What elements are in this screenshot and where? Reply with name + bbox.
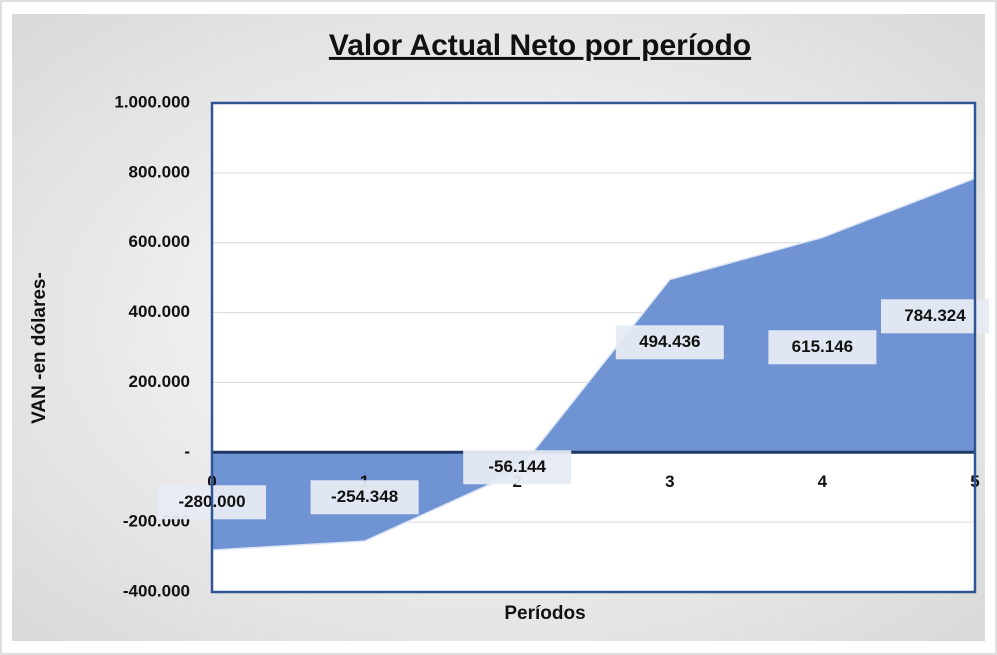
chart-title: Valor Actual Neto por período bbox=[329, 29, 751, 62]
data-label-box bbox=[310, 480, 419, 515]
x-tick-label: 4 bbox=[818, 472, 828, 491]
plot-border bbox=[210, 101, 977, 594]
area bbox=[212, 178, 975, 551]
y-tick-label: 600.000 bbox=[129, 232, 190, 251]
data-label-box bbox=[768, 330, 877, 365]
y-tick-label: - bbox=[184, 442, 190, 461]
area-edge bbox=[211, 177, 976, 551]
y-tick-label: 400.000 bbox=[129, 302, 190, 321]
data-label: -56.144 bbox=[488, 457, 546, 476]
data-label-box bbox=[615, 325, 724, 360]
x-tick-label: 3 bbox=[665, 472, 674, 491]
data-label: 615.146 bbox=[792, 337, 853, 356]
y-tick-label: 1.000.000 bbox=[114, 92, 190, 111]
data-label: 494.436 bbox=[639, 332, 700, 351]
y-tick-label: 200.000 bbox=[129, 372, 190, 391]
y-axis-label: VAN -en dólares- bbox=[29, 272, 50, 424]
data-label-box bbox=[881, 299, 989, 334]
data-label: 784.324 bbox=[904, 306, 966, 325]
data-label: -254.348 bbox=[331, 487, 398, 506]
y-tick-label: 800.000 bbox=[129, 162, 190, 181]
data-label-box bbox=[463, 450, 572, 485]
y-tick-label: -400.000 bbox=[123, 581, 190, 600]
x-axis-label: Períodos bbox=[504, 603, 585, 624]
